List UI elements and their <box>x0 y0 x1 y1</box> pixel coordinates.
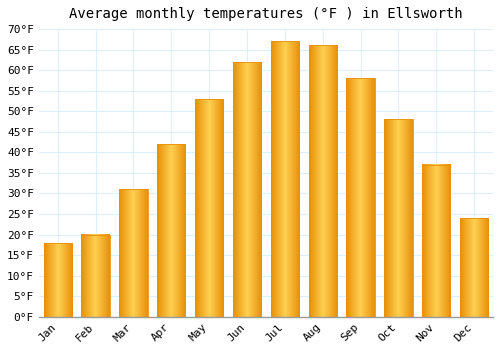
Bar <box>308 46 337 317</box>
Bar <box>44 243 72 317</box>
Bar <box>384 119 412 317</box>
Bar <box>270 41 299 317</box>
Title: Average monthly temperatures (°F ) in Ellsworth: Average monthly temperatures (°F ) in El… <box>69 7 462 21</box>
Bar <box>119 189 148 317</box>
Bar <box>346 78 375 317</box>
Bar <box>195 99 224 317</box>
Bar <box>422 165 450 317</box>
Bar <box>82 234 110 317</box>
Bar <box>460 218 488 317</box>
Bar <box>157 144 186 317</box>
Bar <box>233 62 261 317</box>
